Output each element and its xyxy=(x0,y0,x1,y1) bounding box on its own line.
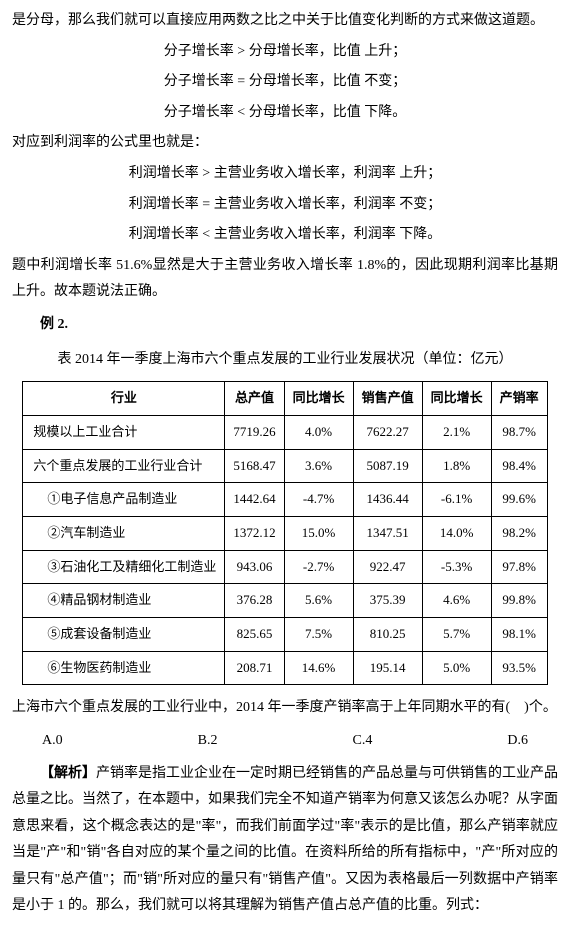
table-row: ⑤成套设备制造业825.657.5%810.255.7%98.1% xyxy=(23,617,547,651)
table-cell: 1442.64 xyxy=(225,483,284,517)
table-cell: 5.7% xyxy=(422,617,491,651)
table-cell: 3.6% xyxy=(284,449,353,483)
table-cell: -6.1% xyxy=(422,483,491,517)
rule2-1: 利润增长率 > 主营业务收入增长率，利润率 上升； xyxy=(12,161,558,188)
table-header: 同比增长 xyxy=(422,382,491,416)
table-cell: 4.0% xyxy=(284,415,353,449)
table-row: ④精品钢材制造业376.285.6%375.394.6%99.8% xyxy=(23,584,547,618)
table-cell: 375.39 xyxy=(353,584,422,618)
analysis-label: 【解析】 xyxy=(40,766,96,781)
table-cell: 99.8% xyxy=(491,584,547,618)
table-cell: 825.65 xyxy=(225,617,284,651)
question-text: 上海市六个重点发展的工业行业中，2014 年一季度产销率高于上年同期水平的有( … xyxy=(12,695,558,722)
table-cell: 98.4% xyxy=(491,449,547,483)
table-cell: ④精品钢材制造业 xyxy=(23,584,225,618)
table-cell: 376.28 xyxy=(225,584,284,618)
table-header: 行业 xyxy=(23,382,225,416)
table-cell: 208.71 xyxy=(225,651,284,685)
table-cell: 14.6% xyxy=(284,651,353,685)
table-cell: 规模以上工业合计 xyxy=(23,415,225,449)
table-cell: 98.7% xyxy=(491,415,547,449)
table-header: 产销率 xyxy=(491,382,547,416)
table-cell: 1347.51 xyxy=(353,516,422,550)
table-row: 规模以上工业合计7719.264.0%7622.272.1%98.7% xyxy=(23,415,547,449)
table-cell: 810.25 xyxy=(353,617,422,651)
rule1-3: 分子增长率 < 分母增长率，比值 下降。 xyxy=(12,100,558,127)
table-cell: 99.6% xyxy=(491,483,547,517)
table-cell: 14.0% xyxy=(422,516,491,550)
table-cell: 922.47 xyxy=(353,550,422,584)
table-cell: 15.0% xyxy=(284,516,353,550)
table-cell: 5.0% xyxy=(422,651,491,685)
table-header: 销售产值 xyxy=(353,382,422,416)
options-row: A.0 B.2 C.4 D.6 xyxy=(12,728,558,755)
table-row: ⑥生物医药制造业208.7114.6%195.145.0%93.5% xyxy=(23,651,547,685)
transition-text: 对应到利润率的公式里也就是： xyxy=(12,130,558,157)
table-cell: 98.1% xyxy=(491,617,547,651)
table-cell: 7.5% xyxy=(284,617,353,651)
analysis-para: 【解析】产销率是指工业企业在一定时期已经销售的产品总量与可供销售的工业产品总量之… xyxy=(12,761,558,921)
option-a: A.0 xyxy=(42,728,63,755)
rule1-2: 分子增长率 = 分母增长率，比值 不变； xyxy=(12,69,558,96)
table-cell: 5.6% xyxy=(284,584,353,618)
table-cell: 195.14 xyxy=(353,651,422,685)
table-row: ①电子信息产品制造业1442.64-4.7%1436.44-6.1%99.6% xyxy=(23,483,547,517)
table-cell: ③石油化工及精细化工制造业 xyxy=(23,550,225,584)
table-header: 同比增长 xyxy=(284,382,353,416)
table-cell: -5.3% xyxy=(422,550,491,584)
example-label: 例 2. xyxy=(12,312,558,339)
table-cell: 7622.27 xyxy=(353,415,422,449)
table-cell: ⑥生物医药制造业 xyxy=(23,651,225,685)
table-cell: -4.7% xyxy=(284,483,353,517)
table-cell: 1372.12 xyxy=(225,516,284,550)
table-cell: 98.2% xyxy=(491,516,547,550)
table-cell: 六个重点发展的工业行业合计 xyxy=(23,449,225,483)
table-cell: 93.5% xyxy=(491,651,547,685)
table-cell: ②汽车制造业 xyxy=(23,516,225,550)
table-cell: 943.06 xyxy=(225,550,284,584)
table-cell: ⑤成套设备制造业 xyxy=(23,617,225,651)
option-b: B.2 xyxy=(198,728,218,755)
rule1-1: 分子增长率 > 分母增长率，比值 上升； xyxy=(12,39,558,66)
analysis-text: 产销率是指工业企业在一定时期已经销售的产品总量与可供销售的工业产品总量之比。当然… xyxy=(12,766,558,914)
table-cell: ①电子信息产品制造业 xyxy=(23,483,225,517)
table-cell: 4.6% xyxy=(422,584,491,618)
rule2-3: 利润增长率 < 主营业务收入增长率，利润率 下降。 xyxy=(12,222,558,249)
table-cell: 5087.19 xyxy=(353,449,422,483)
table-cell: 1.8% xyxy=(422,449,491,483)
table-cell: -2.7% xyxy=(284,550,353,584)
table-row: ③石油化工及精细化工制造业943.06-2.7%922.47-5.3%97.8% xyxy=(23,550,547,584)
data-table: 行业总产值同比增长销售产值同比增长产销率 规模以上工业合计7719.264.0%… xyxy=(22,381,547,685)
table-cell: 1436.44 xyxy=(353,483,422,517)
table-cell: 5168.47 xyxy=(225,449,284,483)
option-c: C.4 xyxy=(353,728,373,755)
table-cell: 2.1% xyxy=(422,415,491,449)
table-cell: 7719.26 xyxy=(225,415,284,449)
table-row: 六个重点发展的工业行业合计5168.473.6%5087.191.8%98.4% xyxy=(23,449,547,483)
intro-text: 是分母，那么我们就可以直接应用两数之比之中关于比值变化判断的方式来做这道题。 xyxy=(12,8,558,35)
table-cell: 97.8% xyxy=(491,550,547,584)
conclusion-text: 题中利润增长率 51.6%显然是大于主营业务收入增长率 1.8%的，因此现期利润… xyxy=(12,253,558,306)
option-d: D.6 xyxy=(507,728,528,755)
table-header: 总产值 xyxy=(225,382,284,416)
table-title: 表 2014 年一季度上海市六个重点发展的工业行业发展状况（单位：亿元） xyxy=(12,347,558,374)
table-row: ②汽车制造业1372.1215.0%1347.5114.0%98.2% xyxy=(23,516,547,550)
rule2-2: 利润增长率 = 主营业务收入增长率，利润率 不变； xyxy=(12,192,558,219)
